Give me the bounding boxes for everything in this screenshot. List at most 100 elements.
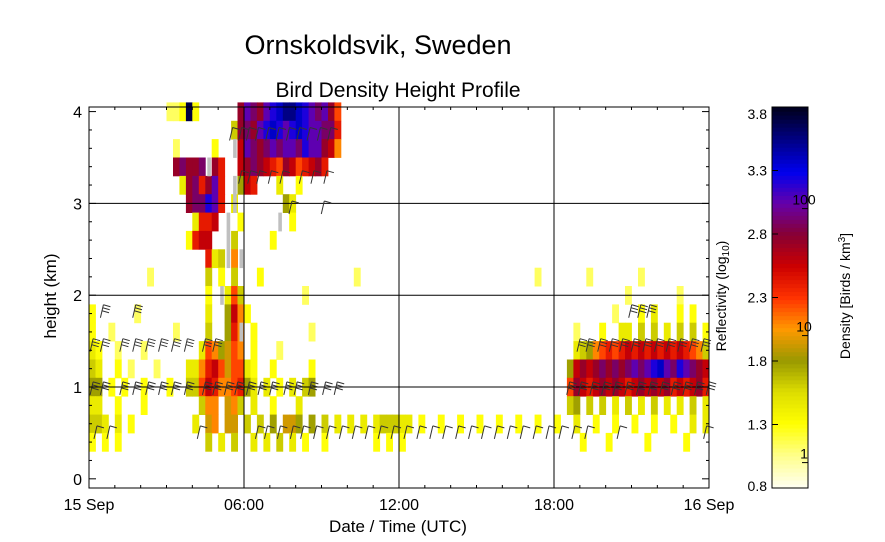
heatmap-cell — [638, 267, 645, 287]
wind-barb — [585, 338, 597, 352]
heatmap-cell-nodata — [239, 249, 244, 269]
heatmap-cell — [683, 432, 691, 452]
colorbar-segment — [772, 307, 808, 313]
heatmap-cell — [308, 120, 316, 140]
heatmap-cell — [670, 341, 678, 360]
heatmap-cell — [185, 157, 193, 177]
heatmap-cell — [114, 396, 122, 415]
colorbar-segment — [772, 175, 808, 180]
heatmap-cell — [250, 341, 258, 360]
wind-barb — [283, 381, 294, 395]
colorbar-segment — [772, 267, 808, 273]
colorbar-reflectivity-tick-label: 2.3 — [748, 290, 768, 306]
colorbar-segment — [772, 167, 808, 172]
heatmap-cell — [566, 359, 574, 379]
heatmap-cell — [295, 102, 303, 122]
heatmap-cell — [269, 120, 277, 140]
heatmap-cell — [198, 396, 206, 415]
wind-barb — [276, 425, 288, 440]
heatmap-cell — [231, 120, 238, 140]
colorbar-segment — [772, 475, 808, 481]
wind-barb — [351, 425, 363, 440]
heatmap-cell — [114, 414, 122, 434]
heatmap-cell — [185, 175, 193, 195]
colorbar-segment — [772, 335, 808, 341]
wind-barb — [289, 425, 301, 440]
heatmap-cell — [205, 267, 213, 287]
heatmap-cell — [295, 175, 303, 195]
colorbar-density-tick-label: 1 — [800, 446, 808, 462]
heatmap-cell — [134, 304, 142, 324]
heatmap-cell — [308, 359, 316, 379]
heatmap-cell — [663, 396, 671, 415]
colorbar-reflectivity-tick-label: 1.8 — [748, 353, 768, 369]
heatmap-cell — [231, 267, 238, 287]
wind-barb — [403, 425, 415, 440]
wind-barb — [212, 381, 223, 395]
heatmap-cell — [205, 304, 213, 324]
wind-barb — [566, 381, 577, 395]
heatmap-cell — [250, 432, 258, 452]
heatmap-cell — [392, 414, 400, 434]
heatmap-cell — [676, 322, 684, 342]
heatmap-cell — [586, 396, 594, 415]
heatmap-cell — [198, 157, 206, 177]
heatmap-cell — [224, 322, 232, 342]
heatmap-cell — [586, 267, 594, 287]
heatmap-cell — [282, 102, 290, 122]
wind-barb — [506, 425, 518, 440]
heatmap-cell — [198, 175, 206, 195]
heatmap-cell — [237, 341, 245, 360]
heatmap-cell — [231, 341, 238, 360]
heatmap-cell — [650, 414, 658, 434]
heatmap-cell — [205, 396, 213, 415]
heatmap-cell — [205, 230, 213, 250]
colorbar-segment — [772, 459, 808, 465]
heatmap-cell — [702, 414, 710, 434]
heatmap-cell — [631, 414, 639, 434]
heatmap-cell — [231, 414, 238, 434]
heatmap-cell — [328, 139, 335, 158]
heatmap-cell — [108, 322, 116, 342]
wind-barb — [196, 425, 208, 440]
wind-barb — [619, 338, 630, 352]
wind-barb — [320, 200, 332, 215]
wind-barb — [468, 425, 479, 440]
figure-suptitle: Ornskoldsvik, Sweden — [244, 30, 511, 60]
heatmap-cell — [231, 396, 238, 415]
colorbar-segment — [772, 415, 808, 421]
heatmap-cell — [218, 175, 226, 195]
wind-barbs — [89, 127, 717, 440]
wind-barb — [313, 425, 324, 440]
heatmap-cell — [702, 341, 710, 360]
heatmap-cell — [250, 120, 258, 140]
heatmap-cell — [592, 359, 600, 379]
heatmap-cell — [211, 359, 219, 379]
heatmap-cell — [663, 322, 671, 342]
heatmap-cell — [237, 212, 245, 232]
wind-barb — [589, 381, 601, 395]
colorbar-segment — [772, 431, 808, 437]
heatmap-cell — [328, 120, 335, 140]
heatmap-cell — [495, 414, 503, 434]
heatmap-cell — [244, 102, 251, 122]
heatmap-cell — [308, 414, 316, 434]
heatmap-cell — [638, 341, 645, 360]
heatmap-cell — [702, 359, 710, 379]
heatmap-cell — [676, 396, 684, 415]
heatmap-cell — [256, 102, 264, 122]
wind-barb — [377, 425, 389, 440]
colorbar-segment — [772, 183, 808, 188]
heatmap-cell — [295, 139, 303, 158]
colorbar-segment — [772, 383, 808, 389]
heatmap-cell — [95, 414, 103, 434]
heatmap-cell — [373, 414, 381, 434]
y-axis-label: height (km) — [41, 253, 60, 338]
wind-barb — [183, 338, 195, 352]
heatmap-cell — [89, 414, 96, 434]
heatmap-cell — [689, 414, 697, 434]
colorbar-segment — [772, 211, 808, 216]
wind-barb — [254, 425, 266, 440]
heatmap-cell — [334, 120, 342, 140]
